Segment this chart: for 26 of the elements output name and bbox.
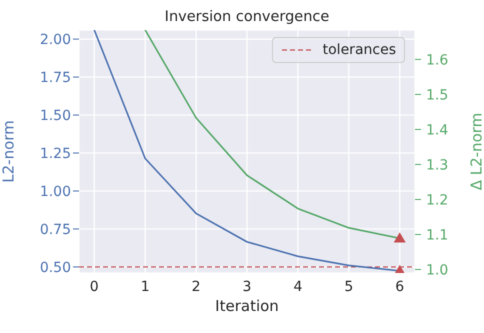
y2-tick-label: 1.1 xyxy=(426,227,448,244)
x-tick-label: 0 xyxy=(90,278,99,295)
y-tick-label: 1.25 xyxy=(40,146,71,162)
y-tick-label: 1.75 xyxy=(40,70,71,86)
x-tick-label: 3 xyxy=(242,278,252,295)
chart-title: Inversion convergence xyxy=(164,9,330,25)
x-tick-label: 5 xyxy=(344,278,354,295)
y2-tick-label: 1.5 xyxy=(426,87,448,104)
x-axis-title: Iteration xyxy=(215,297,279,315)
y2-axis-title: Δ L2-norm xyxy=(467,112,484,190)
y-axis-title: L2-norm xyxy=(0,120,18,183)
y2-tick-label: 1.4 xyxy=(426,122,448,138)
y2-tick-label: 1.6 xyxy=(426,52,448,68)
y-tick-label: 1.50 xyxy=(40,108,71,124)
y-tick-label: 1.00 xyxy=(40,184,71,200)
y2-tick-label: 1.3 xyxy=(426,157,448,174)
y2-tick-label: 1.2 xyxy=(426,192,448,208)
x-tick-label: 2 xyxy=(192,278,201,295)
y-tick-label: 2.00 xyxy=(40,32,71,48)
legend-label: tolerances xyxy=(322,42,396,58)
x-tick-label: 1 xyxy=(140,278,150,295)
y-tick-label: 0.75 xyxy=(40,222,71,238)
y-tick-label: 0.50 xyxy=(40,260,71,276)
y2-tick-label: 1.0 xyxy=(426,262,448,278)
x-tick-label: 4 xyxy=(293,278,302,295)
x-tick-label: 6 xyxy=(395,278,404,295)
